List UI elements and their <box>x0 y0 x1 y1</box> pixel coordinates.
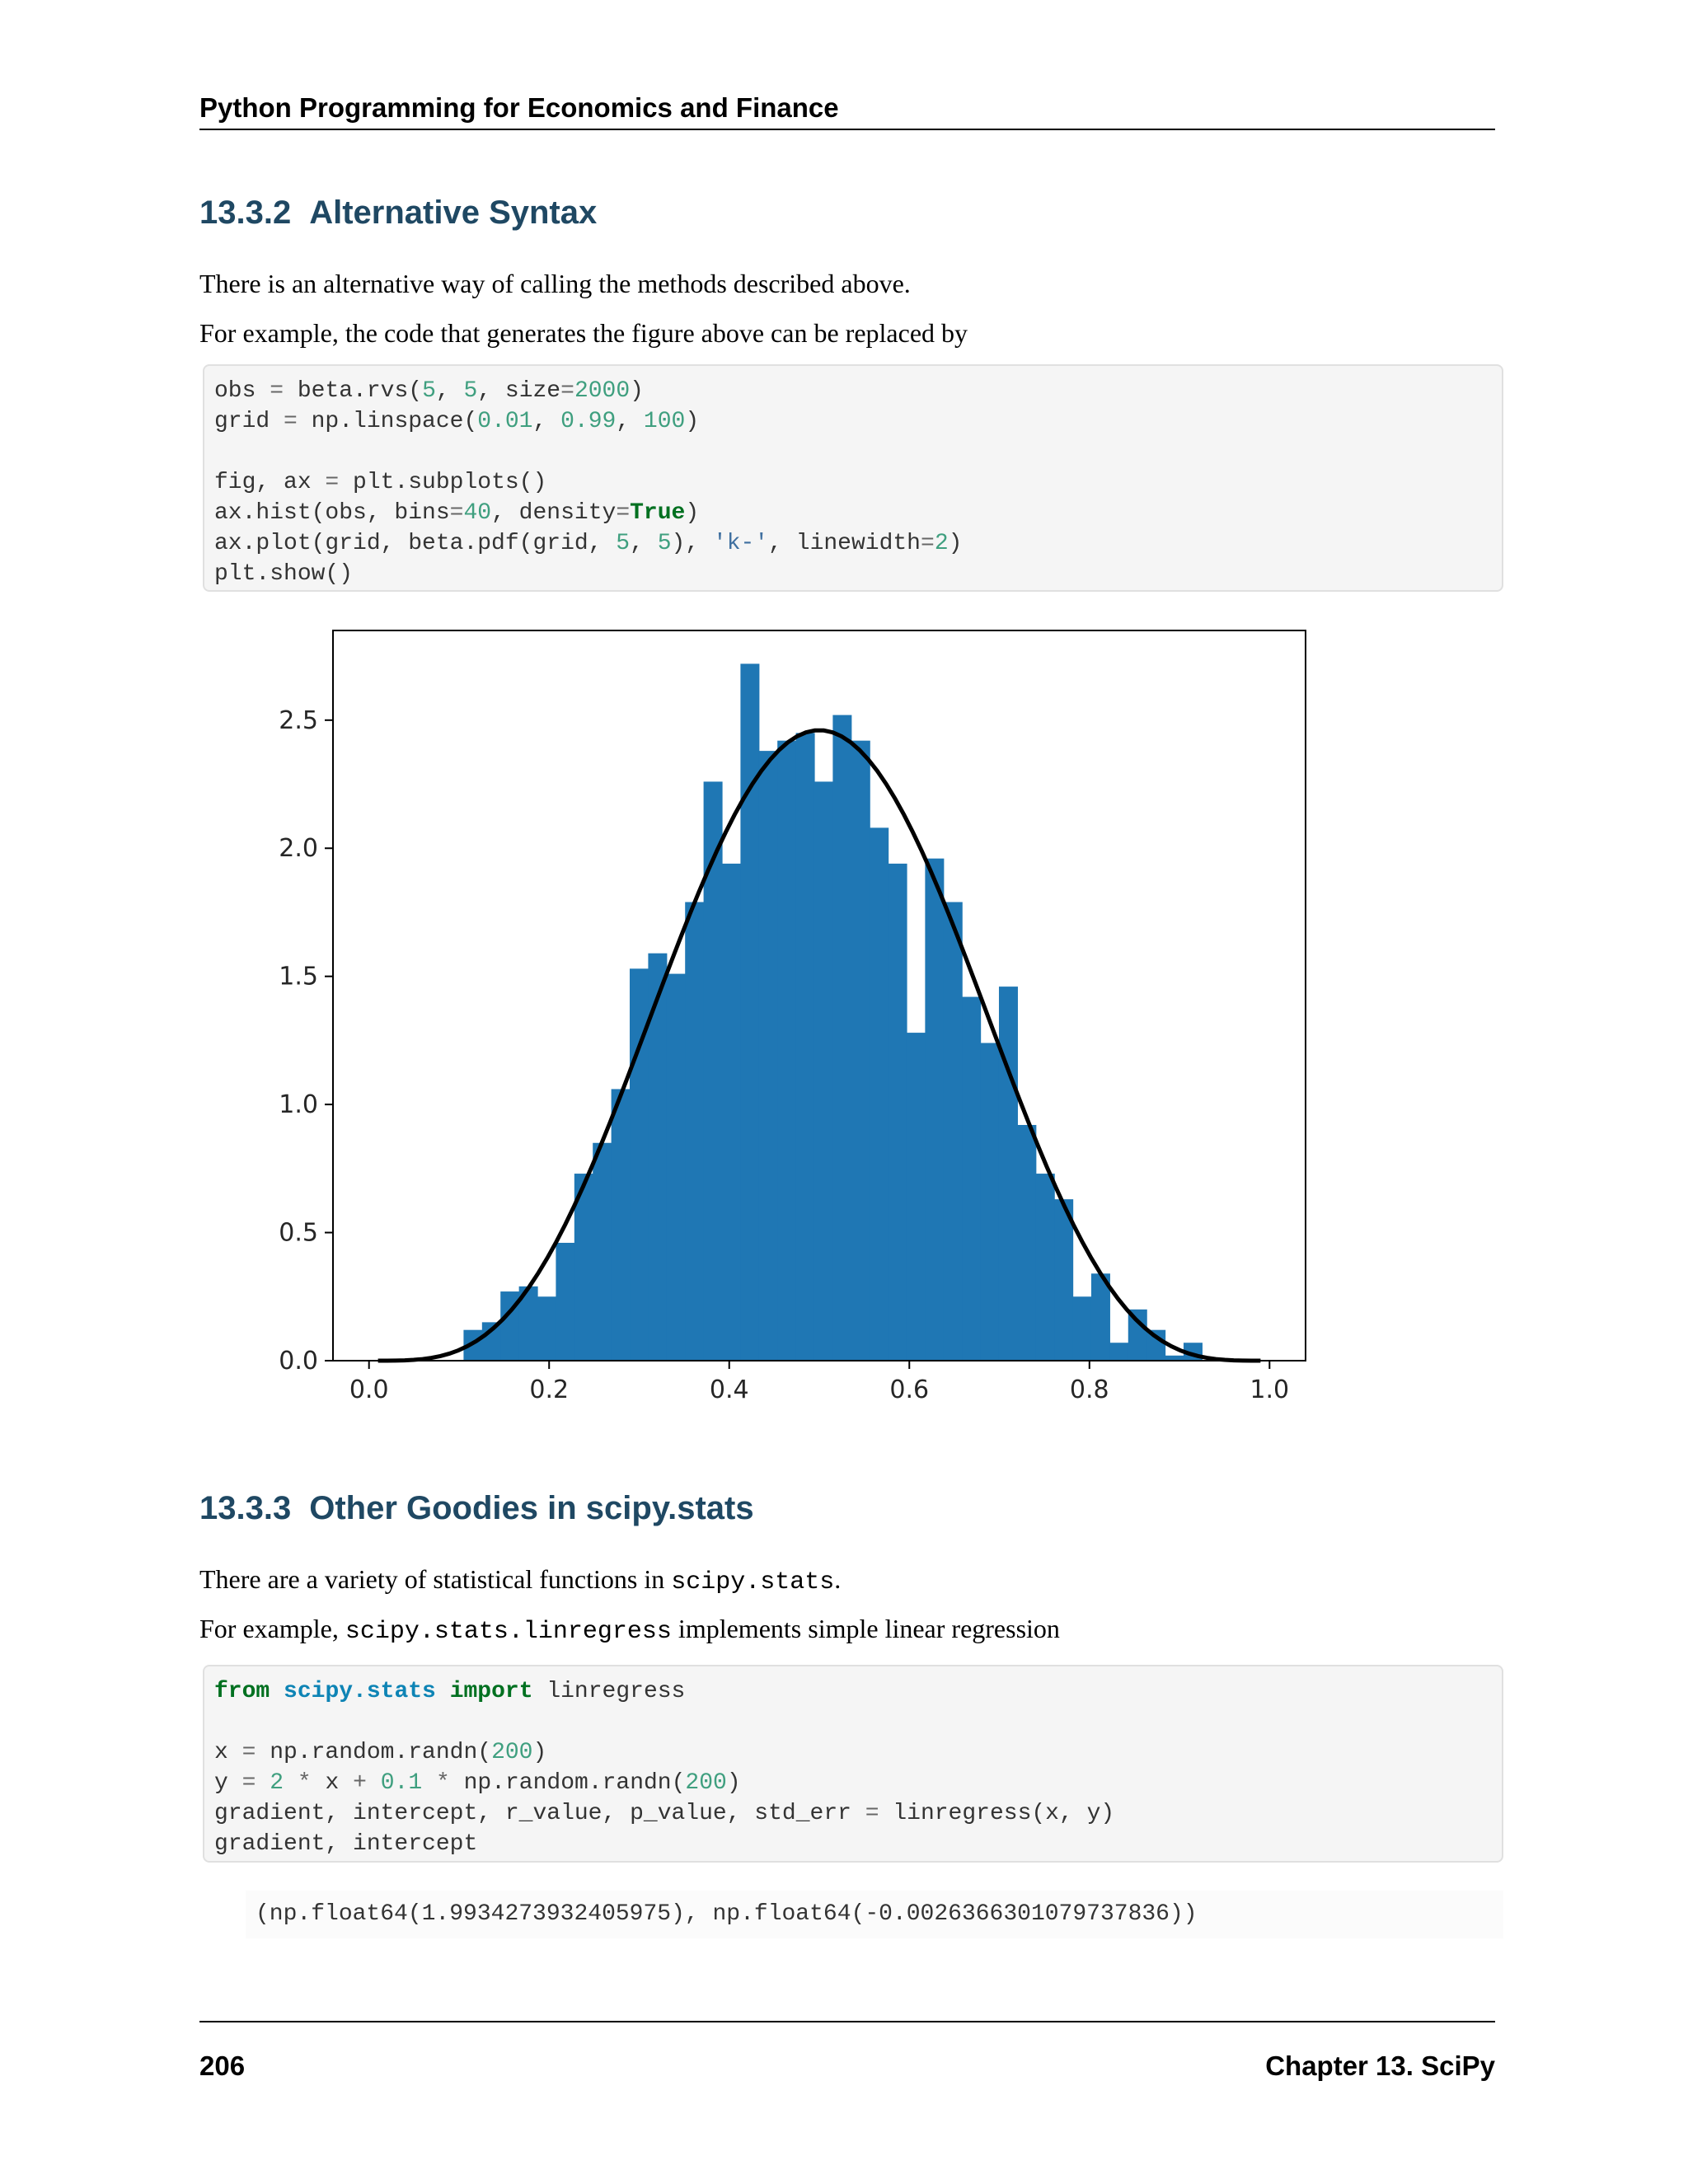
output-block: (np.float64(1.9934273932405975), np.floa… <box>246 1891 1503 1938</box>
code-line: fig, ax = plt.subplots() <box>214 470 547 495</box>
paragraph: There are a variety of statistical funct… <box>199 1563 841 1599</box>
code-text: obs = beta.rvs(5, 5, size=2000) grid = n… <box>214 376 1492 589</box>
text: For example, <box>199 1614 345 1643</box>
section-title: Other Goodies in scipy.stats <box>309 1490 754 1526</box>
code-block[interactable]: obs = beta.rvs(5, 5, size=2000) grid = n… <box>203 364 1503 592</box>
histogram-bar <box>925 858 945 1361</box>
histogram-bar <box>1090 1273 1110 1361</box>
x-tick-label: 0.6 <box>889 1376 929 1404</box>
section-title: Alternative Syntax <box>309 194 598 231</box>
code-line: obs = beta.rvs(5, 5, size=2000) <box>214 378 644 404</box>
pdf-line <box>377 728 1261 1363</box>
header-rule <box>199 129 1495 130</box>
histogram-bar <box>888 863 907 1361</box>
histogram-bar <box>943 902 963 1361</box>
y-tick-label: 0.0 <box>279 1347 318 1376</box>
code-block[interactable]: from scipy.stats import linregress x = n… <box>203 1665 1503 1863</box>
histogram-bar <box>537 1296 557 1361</box>
histogram-bar <box>832 715 852 1361</box>
x-tick-label: 0.8 <box>1070 1376 1109 1404</box>
section-heading-alternative-syntax: 13.3.2 Alternative Syntax <box>199 194 597 232</box>
histogram-bar <box>851 740 870 1361</box>
histogram-bar <box>593 1142 612 1361</box>
chapter-label: Chapter 13. SciPy <box>1265 2050 1495 2081</box>
y-tick-label: 0.5 <box>279 1219 318 1248</box>
code-line: from scipy.stats import linregress <box>214 1679 686 1704</box>
text: There are a variety of statistical funct… <box>199 1564 672 1594</box>
histogram-bar <box>758 751 778 1361</box>
y-tick-label: 1.0 <box>279 1090 318 1119</box>
text: . <box>834 1564 842 1594</box>
code-line: grid = np.linspace(0.01, 0.99, 100) <box>214 409 700 434</box>
histogram-bar <box>1165 1355 1184 1361</box>
histogram-bar <box>1128 1309 1147 1361</box>
inline-code: scipy.stats.linregress <box>345 1618 672 1646</box>
code-text: from scipy.stats import linregress x = n… <box>214 1676 1492 1859</box>
histogram-bar <box>1035 1174 1055 1361</box>
page-number: 206 <box>199 2050 246 2081</box>
histogram-bar <box>906 1033 926 1361</box>
x-tick-label: 1.0 <box>1250 1376 1289 1404</box>
x-tick-label: 0.4 <box>710 1376 749 1404</box>
section-heading-other-goodies: 13.3.3 Other Goodies in scipy.stats <box>199 1490 754 1527</box>
text: implements simple linear regression <box>671 1614 1060 1643</box>
histogram-bar <box>703 781 723 1361</box>
histogram-bar <box>998 987 1018 1361</box>
y-tick-label: 2.0 <box>279 834 318 863</box>
section-number: 13.3.3 <box>199 1490 292 1526</box>
histogram-bar <box>795 733 815 1361</box>
y-tick-label: 2.5 <box>279 706 318 735</box>
histogram-bar <box>666 973 686 1361</box>
code-line: y = 2 * x + 0.1 * np.random.randn(200) <box>214 1770 741 1796</box>
histogram-bar <box>1109 1343 1129 1361</box>
histogram-bar <box>1017 1124 1037 1361</box>
histogram-bar <box>980 1043 1000 1361</box>
histogram-bar <box>740 663 760 1361</box>
histogram-bar <box>1072 1296 1092 1361</box>
code-line: ax.hist(obs, bins=40, density=True) <box>214 500 700 526</box>
output-text: (np.float64(1.9934273932405975), np.floa… <box>256 1901 1198 1927</box>
paragraph: For example, the code that generates the… <box>199 318 968 348</box>
footer-rule <box>199 2021 1495 2022</box>
plot-frame <box>332 630 1306 1361</box>
running-header: Python Programming for Economics and Fin… <box>199 92 839 123</box>
paragraph: There is an alternative way of calling t… <box>199 269 911 298</box>
inline-code: scipy.stats <box>671 1568 835 1596</box>
histogram-bar <box>1054 1199 1074 1361</box>
code-line: gradient, intercept, r_value, p_value, s… <box>214 1801 1115 1826</box>
section-number: 13.3.2 <box>199 194 292 231</box>
histogram-bar <box>814 781 833 1361</box>
histogram-bar <box>648 953 668 1361</box>
code-line: x = np.random.randn(200) <box>214 1740 547 1765</box>
histogram-bar <box>722 863 741 1361</box>
histogram-bar <box>574 1174 593 1361</box>
code-line: plt.show() <box>214 561 354 587</box>
histogram-chart: 0.0 0.2 0.4 0.6 0.8 1.0 0.0 0.5 1.0 1.5 2.0 2.5 <box>279 630 1306 1404</box>
histogram-bar <box>630 968 649 1361</box>
histogram-bar <box>556 1242 575 1361</box>
x-tick-label: 0.2 <box>529 1376 569 1404</box>
histogram-bar <box>518 1286 538 1361</box>
x-tick-label: 0.0 <box>349 1376 389 1404</box>
histogram-bar <box>870 827 889 1361</box>
paragraph: For example, scipy.stats.linregress impl… <box>199 1612 1060 1648</box>
code-line: gradient, intercept <box>214 1831 478 1857</box>
histogram-bar <box>962 996 982 1361</box>
y-tick-label: 1.5 <box>279 963 318 991</box>
histogram-bar <box>777 740 797 1361</box>
histogram-bar <box>685 902 705 1361</box>
histogram-bar <box>611 1089 631 1361</box>
code-line: ax.plot(grid, beta.pdf(grid, 5, 5), 'k-'… <box>214 531 963 556</box>
